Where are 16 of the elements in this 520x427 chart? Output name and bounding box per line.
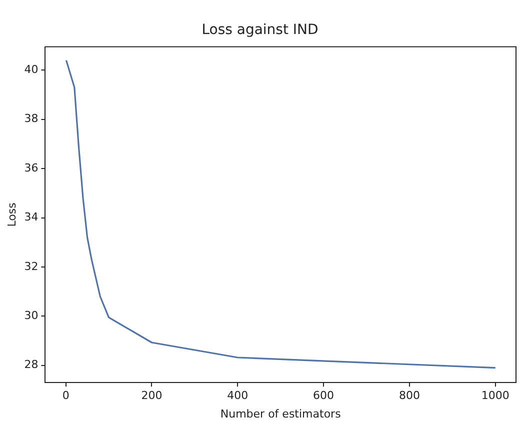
y-tick-label: 36 bbox=[24, 161, 38, 174]
y-tick-label: 40 bbox=[24, 63, 38, 76]
y-tick-label: 30 bbox=[24, 309, 38, 322]
y-tick-label: 32 bbox=[24, 260, 38, 273]
x-tick-label: 600 bbox=[313, 389, 334, 402]
y-axis-title: Loss bbox=[5, 202, 18, 227]
y-tick-label: 34 bbox=[24, 210, 38, 224]
x-tick-label: 0 bbox=[62, 389, 70, 402]
y-tick-label: 38 bbox=[24, 112, 38, 126]
x-tick-label: 200 bbox=[141, 389, 162, 402]
x-tick-label: 1000 bbox=[481, 389, 510, 402]
x-tick-label: 400 bbox=[227, 389, 248, 402]
chart-title: Loss against IND bbox=[202, 22, 318, 38]
x-axis-title: Number of estimators bbox=[220, 407, 342, 420]
y-tick-label: 28 bbox=[24, 358, 38, 372]
x-tick-label: 800 bbox=[398, 389, 420, 402]
